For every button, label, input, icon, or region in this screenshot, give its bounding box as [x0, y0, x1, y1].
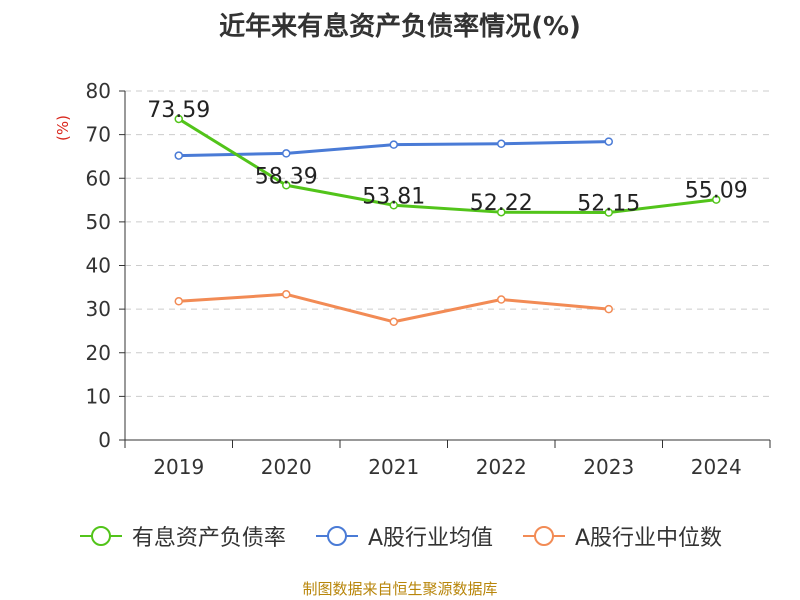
y-tick-label: 80	[86, 79, 111, 103]
source-note: 制图数据来自恒生聚源数据库	[302, 580, 498, 598]
data-point	[174, 114, 183, 124]
data-point	[174, 297, 183, 306]
data-point	[604, 208, 613, 217]
y-tick-label: 10	[86, 384, 111, 408]
grid-layer	[125, 90, 770, 397]
data-label: 58.39	[255, 164, 318, 189]
y-tick-label: 40	[86, 254, 111, 278]
legend-label: 有息资产负债率	[131, 526, 286, 551]
y-tick-label: 60	[86, 166, 111, 190]
data-point	[712, 195, 721, 204]
x-tick-label: 2020	[261, 455, 312, 479]
data-point	[604, 304, 613, 314]
axis-layer: 0 10 20 30 40 50 60 70 80 (%) 2019 2020 2021 2022 2023…	[54, 79, 771, 479]
data-label: 55.09	[685, 179, 748, 204]
data-point	[497, 207, 506, 217]
data-point	[389, 317, 398, 327]
data-point	[389, 201, 398, 210]
legend-item: A股行业均值	[314, 520, 493, 552]
y-tick-label: 30	[86, 297, 111, 321]
legend-label: A股行业均值	[367, 526, 493, 551]
legend-line-marker-icon	[79, 526, 122, 546]
y-tick-label: 70	[86, 123, 111, 147]
data-point	[389, 140, 398, 149]
y-axis-label: (%)	[54, 115, 72, 141]
data-point	[282, 181, 291, 190]
y-tick-label: 20	[86, 341, 111, 365]
data-point	[282, 149, 291, 158]
legend-label: A股行业中位数	[575, 526, 723, 551]
data-point	[282, 290, 291, 299]
y-tick-label: 50	[86, 210, 111, 234]
legend-item: A股行业中位数	[521, 520, 722, 552]
chart-title: 近年来有息资产负债率情况(%)	[219, 12, 581, 42]
y-tick-label: 0	[98, 428, 111, 452]
legend-item: 有息资产负债率	[78, 520, 286, 552]
data-point	[174, 151, 183, 160]
data-label-layer: 73.59 58.39 53.81 52.22 52.15 55.09	[147, 98, 747, 217]
series-line	[177, 117, 717, 214]
legend-line-marker-icon	[523, 526, 565, 546]
x-tick-label: 2019	[153, 455, 204, 479]
x-tick-label: 2022	[476, 455, 527, 479]
data-label: 52.15	[577, 191, 640, 216]
x-tick-label: 2024	[691, 455, 742, 479]
series-layer	[174, 114, 721, 327]
data-point	[497, 295, 506, 304]
x-tick-label: 2021	[368, 455, 419, 479]
x-tick-label: 2023	[583, 455, 634, 479]
data-label: 52.22	[470, 191, 533, 216]
legend-line-marker-icon	[315, 526, 358, 546]
data-point	[497, 139, 506, 149]
data-label: 73.59	[147, 98, 210, 123]
legend: 有息资产负债率 A股行业均值 A股行业中位数	[0, 520, 800, 552]
data-label: 53.81	[362, 184, 425, 209]
data-point	[604, 137, 613, 146]
